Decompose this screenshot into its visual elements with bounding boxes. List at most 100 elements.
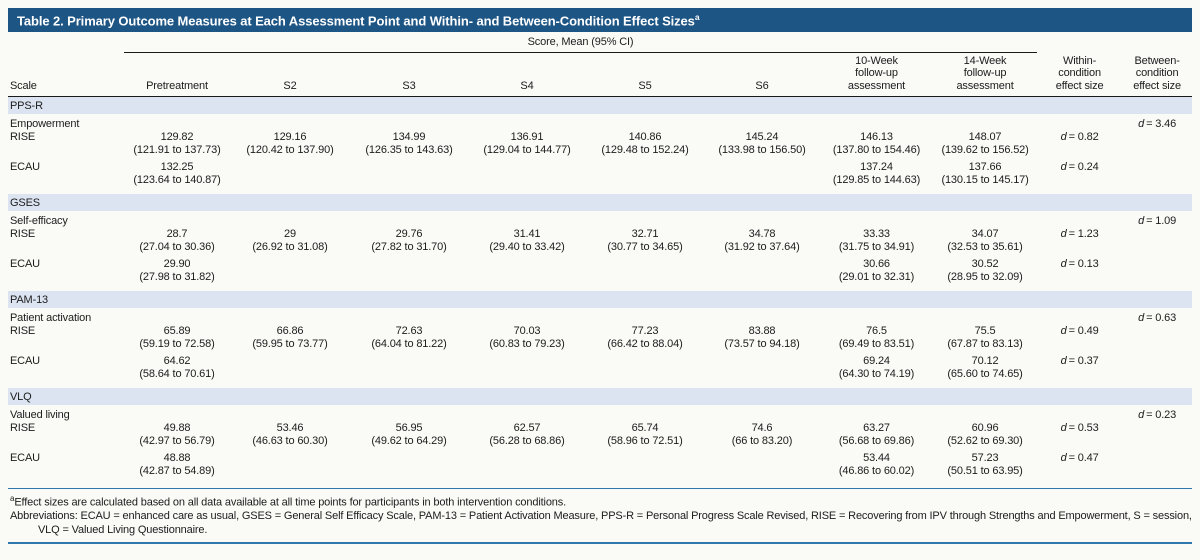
ci-value: (46.63 to 60.30) — [252, 434, 328, 447]
col-header-s4: S4 — [468, 52, 586, 98]
d-symbol: d — [1060, 161, 1067, 174]
score-cell: 56.95 (49.62 to 64.29) — [350, 421, 468, 451]
score-cell: 65.74 (58.96 to 72.51) — [586, 421, 704, 451]
ci-value: (129.48 to 152.24) — [601, 143, 689, 156]
ci-value: (27.98 to 31.82) — [139, 270, 215, 283]
ecau-row: ECAU 29.90 (27.98 to 31.82) 30.66 (29.01 t… — [8, 257, 1192, 291]
mean-value: 48.88 — [163, 452, 191, 465]
score-cell: 49.88 (42.97 to 56.79) — [124, 421, 230, 451]
measure-label: Patient activation — [10, 311, 92, 324]
col-header-between-effect-size: Between-condition effect size — [1122, 52, 1193, 98]
rise-row: RISE 28.7 (27.04 to 30.36) 29 (26.92 to 31… — [8, 227, 1192, 257]
ci-value: (29.40 to 33.42) — [489, 240, 565, 253]
section-label: PAM-13 — [8, 291, 1193, 309]
score-cell — [586, 354, 704, 388]
col-header-10-week-followup: 10-Week follow-up assessment — [820, 52, 933, 98]
outcomes-table: Score, Mean (95% CI) Scale Pretreatment … — [8, 32, 1193, 485]
score-cell: 70.03 (60.83 to 79.23) — [468, 324, 586, 354]
ci-value: (69.49 to 83.51) — [838, 337, 915, 350]
mean-value: 34.78 — [748, 228, 776, 241]
mean-value: 70.12 — [971, 355, 999, 368]
score-cell — [468, 257, 586, 291]
ci-value: (26.92 to 31.08) — [252, 240, 328, 253]
mean-value: 31.41 — [513, 228, 541, 241]
condition-label: ECAU — [10, 161, 40, 174]
mean-value: 137.66 — [968, 161, 1002, 174]
measure-row-empowerment: Empowerment d = 3.46 — [8, 114, 1192, 130]
mean-value: 62.57 — [513, 422, 541, 435]
measure-row-valued-living: Valued living d = 0.23 — [8, 405, 1192, 421]
ci-value: (130.15 to 145.17) — [941, 173, 1029, 186]
rise-row: RISE 129.82 (121.91 to 137.73) 129.16 (120… — [8, 130, 1192, 160]
score-cell — [230, 160, 350, 194]
mean-value: 76.5 — [866, 325, 887, 338]
col-header-scale: Scale — [8, 52, 124, 98]
score-cell: 34.07 (32.53 to 35.61) — [933, 227, 1037, 257]
ci-value: (67.87 to 83.13) — [947, 337, 1023, 350]
ci-value: (129.04 to 144.77) — [483, 143, 571, 156]
d-value: = 3.46 — [1146, 117, 1177, 130]
col-header-pretreatment: Pretreatment — [124, 52, 230, 98]
table-title-footnote-marker: a — [694, 12, 700, 22]
score-cell: 32.71 (30.77 to 34.65) — [586, 227, 704, 257]
mean-value: 65.89 — [163, 325, 191, 338]
section-row-pam-13: PAM-13 — [8, 291, 1193, 309]
col-header-s6: S6 — [704, 52, 820, 98]
d-symbol: d — [1138, 408, 1145, 421]
score-cell: 33.33 (31.75 to 34.91) — [820, 227, 933, 257]
mean-value: 63.27 — [863, 422, 890, 435]
ci-value: (32.53 to 35.61) — [947, 240, 1023, 253]
ci-value: (56.68 to 69.86) — [838, 434, 915, 447]
ci-value: (59.19 to 72.58) — [139, 337, 215, 350]
ci-value: (27.04 to 30.36) — [139, 240, 215, 253]
score-cell: 57.23 (50.51 to 63.95) — [933, 451, 1037, 485]
mean-value: 28.7 — [166, 228, 188, 241]
score-spanner-header: Score, Mean (95% CI) — [124, 32, 1038, 53]
mean-value: 30.52 — [971, 258, 999, 271]
score-cell — [586, 160, 704, 194]
score-cell — [350, 451, 468, 485]
score-cell: 28.7 (27.04 to 30.36) — [124, 227, 230, 257]
score-cell — [230, 354, 350, 388]
section-label: GSES — [8, 194, 1193, 212]
bottom-rule — [8, 542, 1192, 545]
ecau-row: ECAU 132.25 (123.64 to 140.87) 137.24 (129… — [8, 160, 1192, 194]
mean-value: 137.24 — [860, 161, 893, 174]
score-cell — [230, 451, 350, 485]
score-cell: 69.24 (64.30 to 74.19) — [820, 354, 933, 388]
within-condition-effect-size: d = 0.82 — [1037, 130, 1122, 160]
rise-row: RISE 65.89 (59.19 to 72.58) 66.86 (59.95 t… — [8, 324, 1192, 354]
table-title-bar: Table 2. Primary Outcome Measures at Eac… — [8, 8, 1192, 33]
mean-value: 29.90 — [163, 258, 191, 271]
ci-value: (65.60 to 74.65) — [947, 367, 1023, 380]
d-symbol: d — [1060, 452, 1067, 465]
condition-label: RISE — [10, 131, 36, 144]
ci-value: (126.35 to 143.63) — [365, 143, 453, 156]
measure-label: Empowerment — [10, 117, 80, 130]
mean-value: 32.71 — [631, 228, 659, 241]
ci-value: (64.30 to 74.19) — [838, 367, 915, 380]
score-cell: 29.76 (27.82 to 31.70) — [350, 227, 468, 257]
ecau-row: ECAU 48.88 (42.87 to 54.89) 53.44 (46.86 t… — [8, 451, 1192, 485]
mean-value: 60.96 — [971, 422, 999, 435]
section-row-pps-r: PPS-R — [8, 96, 1193, 115]
score-cell: 63.27 (56.68 to 69.86) — [820, 421, 933, 451]
col-header-s5: S5 — [586, 52, 704, 98]
section-label: VLQ — [8, 388, 1193, 406]
mean-value: 140.86 — [628, 131, 662, 144]
d-symbol: d — [1060, 325, 1067, 338]
d-value: = 0.23 — [1146, 408, 1177, 421]
table-title: Table 2. Primary Outcome Measures at Eac… — [17, 13, 695, 29]
measure-label: Self-efficacy — [10, 214, 68, 227]
within-condition-effect-size: d = 0.37 — [1037, 354, 1122, 388]
d-symbol: d — [1060, 131, 1067, 144]
score-cell: 30.66 (29.01 to 32.31) — [820, 257, 933, 291]
d-symbol: d — [1060, 355, 1067, 368]
d-value: = 1.09 — [1146, 214, 1177, 227]
ci-value: (27.82 to 31.70) — [371, 240, 447, 253]
mean-value: 30.66 — [863, 258, 890, 271]
score-cell: 136.91 (129.04 to 144.77) — [468, 130, 586, 160]
mean-value: 132.25 — [160, 161, 194, 174]
score-cell: 65.89 (59.19 to 72.58) — [124, 324, 230, 354]
d-symbol: d — [1060, 228, 1067, 241]
